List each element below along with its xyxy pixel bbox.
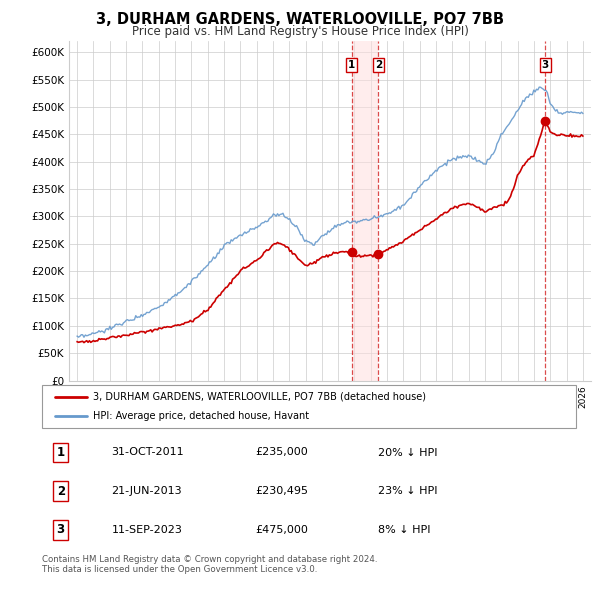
Text: 3, DURHAM GARDENS, WATERLOOVILLE, PO7 7BB (detached house): 3, DURHAM GARDENS, WATERLOOVILLE, PO7 7B…	[93, 392, 426, 402]
Text: 11-SEP-2023: 11-SEP-2023	[112, 525, 182, 535]
Text: 21-JUN-2013: 21-JUN-2013	[112, 486, 182, 496]
Text: 2: 2	[375, 60, 382, 70]
Text: 1: 1	[56, 446, 65, 459]
Text: 3, DURHAM GARDENS, WATERLOOVILLE, PO7 7BB: 3, DURHAM GARDENS, WATERLOOVILLE, PO7 7B…	[96, 12, 504, 27]
Text: £475,000: £475,000	[256, 525, 308, 535]
Text: £230,495: £230,495	[256, 486, 308, 496]
Text: £235,000: £235,000	[256, 447, 308, 457]
Text: 8% ↓ HPI: 8% ↓ HPI	[379, 525, 431, 535]
Bar	[352, 41, 379, 381]
Text: 1: 1	[348, 60, 355, 70]
Text: 3: 3	[56, 523, 65, 536]
Text: 2: 2	[56, 484, 65, 498]
Text: 20% ↓ HPI: 20% ↓ HPI	[379, 447, 438, 457]
Text: HPI: Average price, detached house, Havant: HPI: Average price, detached house, Hava…	[93, 411, 309, 421]
Text: 3: 3	[542, 60, 549, 70]
Text: Contains HM Land Registry data © Crown copyright and database right 2024.
This d: Contains HM Land Registry data © Crown c…	[42, 555, 377, 574]
Text: 23% ↓ HPI: 23% ↓ HPI	[379, 486, 438, 496]
Text: Price paid vs. HM Land Registry's House Price Index (HPI): Price paid vs. HM Land Registry's House …	[131, 25, 469, 38]
Text: 31-OCT-2011: 31-OCT-2011	[112, 447, 184, 457]
